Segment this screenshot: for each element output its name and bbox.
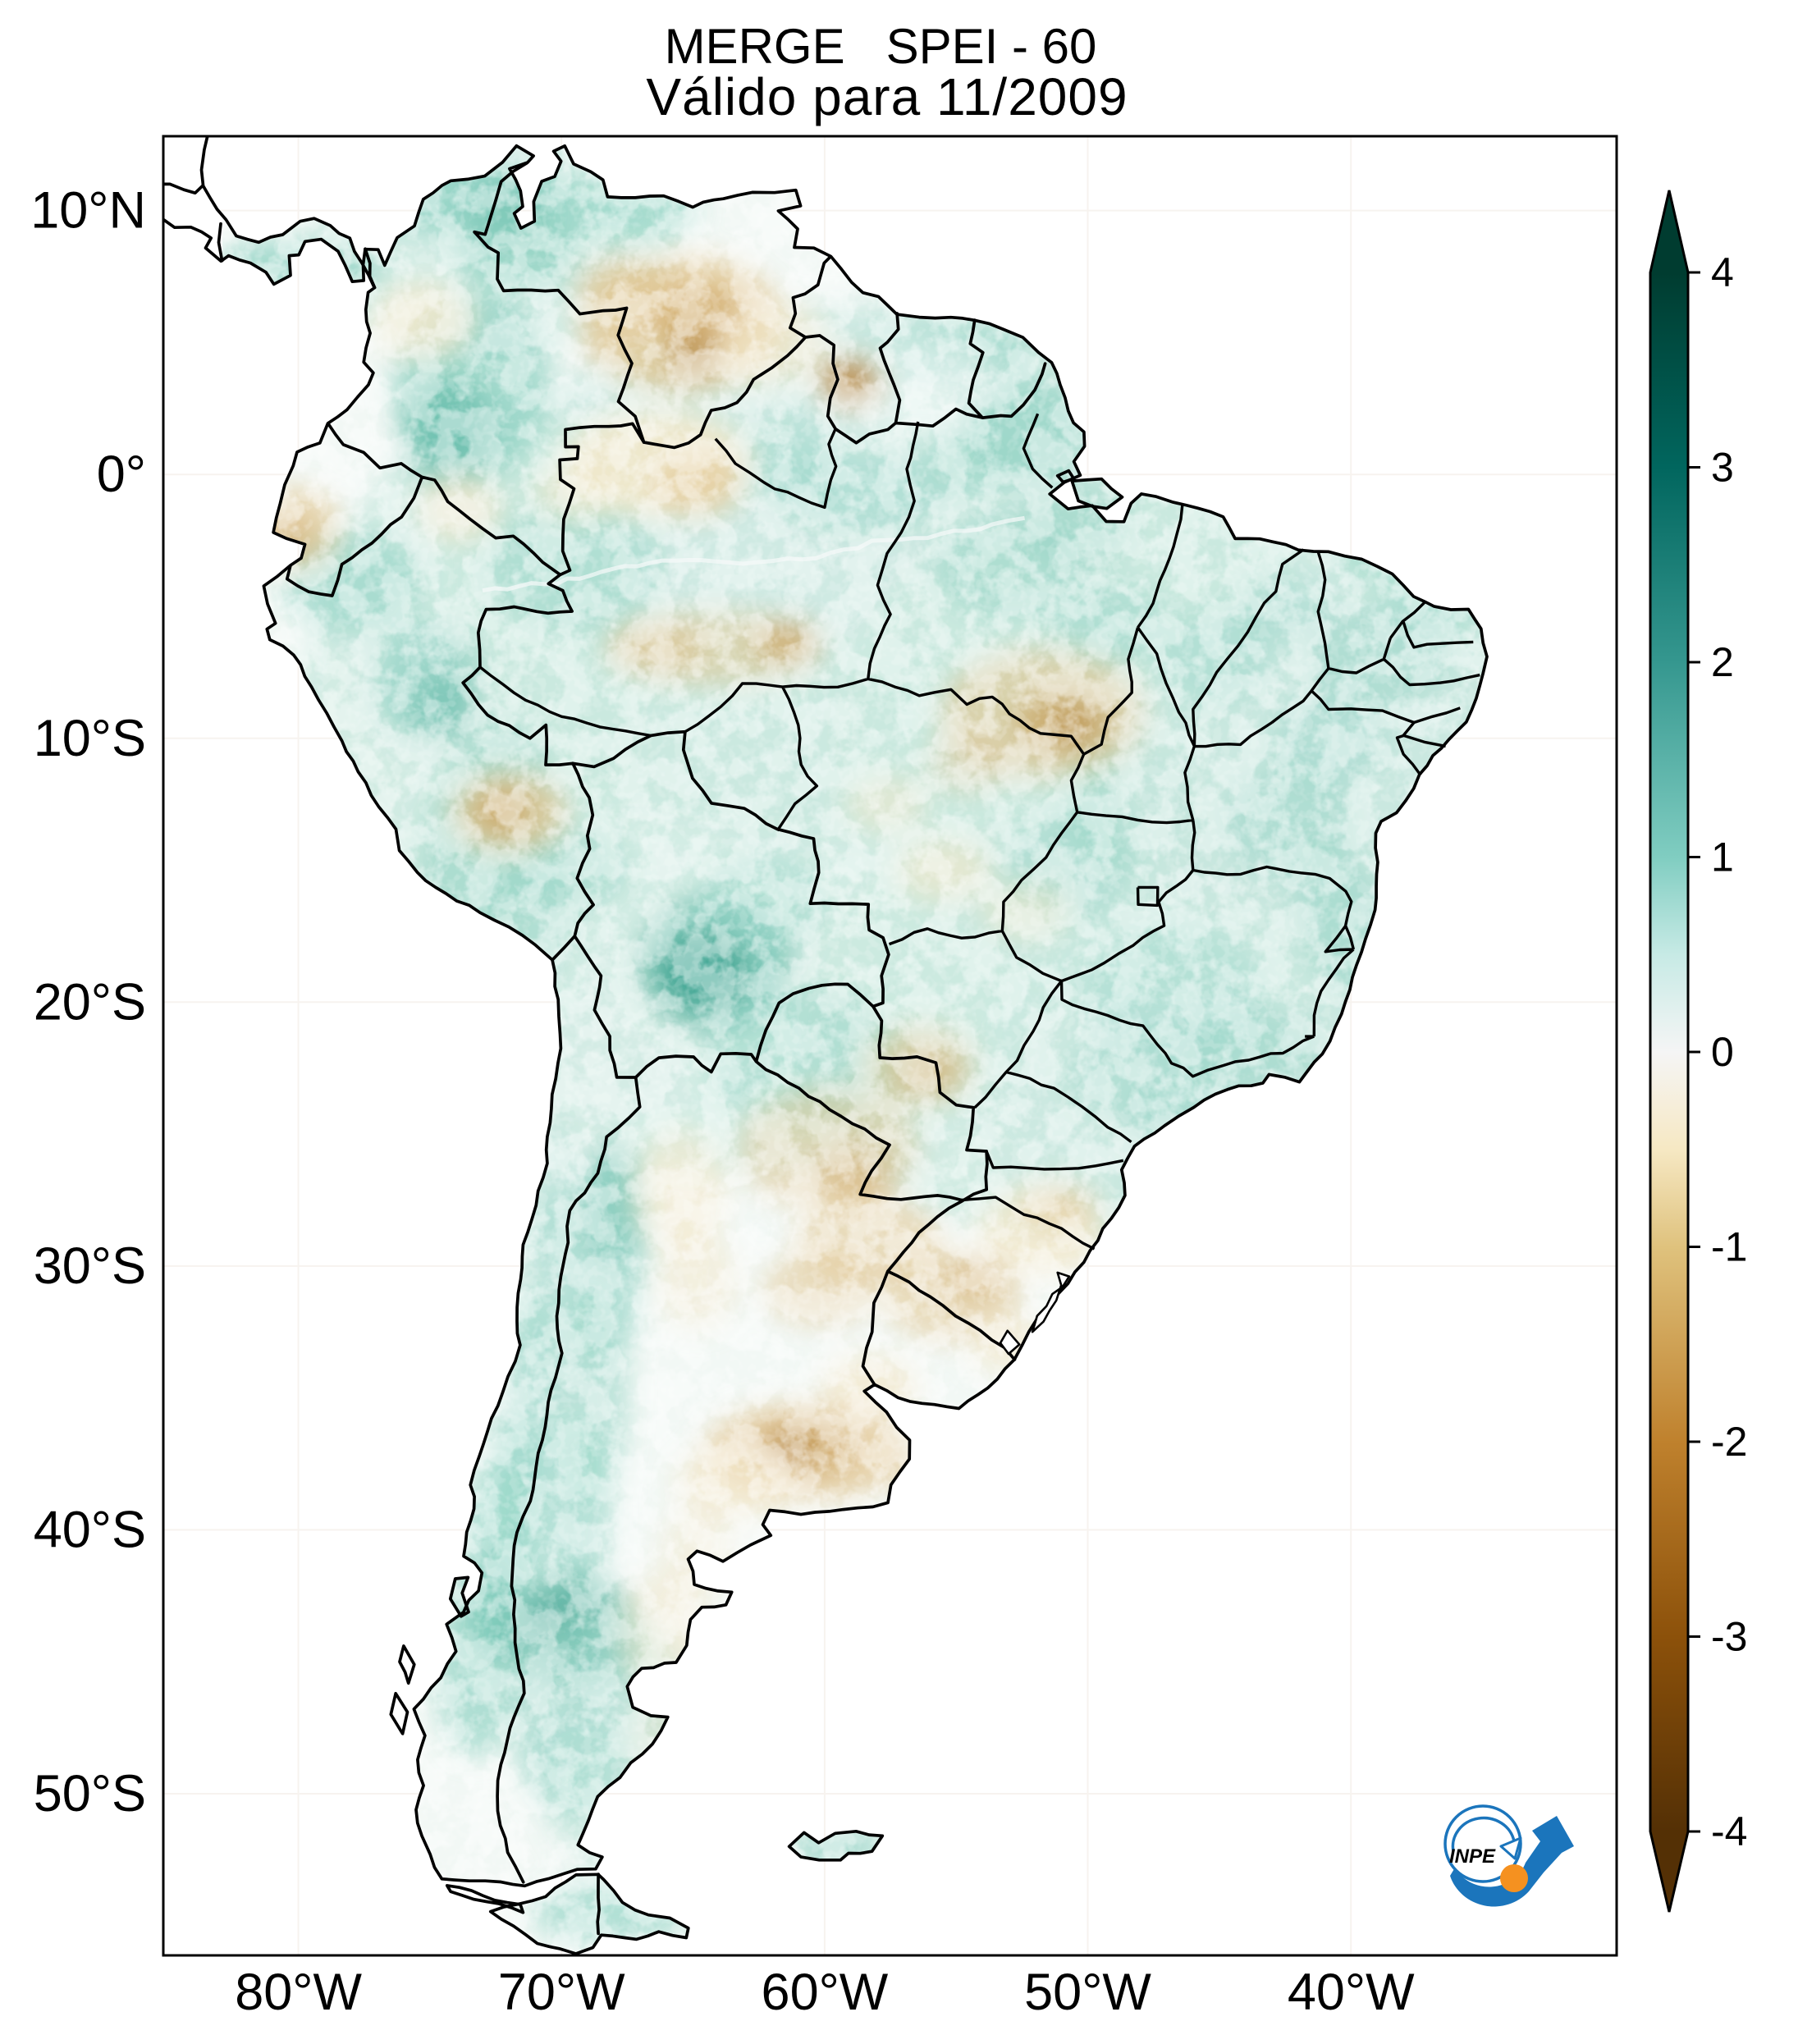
svg-text:INPE: INPE xyxy=(1449,1845,1496,1868)
svg-text:10°N: 10°N xyxy=(30,182,146,240)
svg-text:MERGE SPEI - 60: MERGE SPEI - 60 xyxy=(665,19,1097,74)
svg-text:30°S: 30°S xyxy=(34,1237,146,1295)
svg-text:-1: -1 xyxy=(1711,1224,1747,1270)
svg-text:10°S: 10°S xyxy=(34,710,146,767)
svg-text:1: 1 xyxy=(1711,835,1734,880)
svg-text:-3: -3 xyxy=(1711,1614,1747,1660)
svg-text:20°S: 20°S xyxy=(34,973,146,1031)
svg-text:40°S: 40°S xyxy=(34,1501,146,1558)
svg-text:60°W: 60°W xyxy=(762,1964,889,2021)
svg-text:50°W: 50°W xyxy=(1024,1964,1151,2021)
svg-text:-4: -4 xyxy=(1711,1809,1747,1854)
svg-text:40°W: 40°W xyxy=(1288,1964,1415,2021)
svg-text:Válido para 11/2009: Válido para 11/2009 xyxy=(646,67,1128,126)
svg-text:50°S: 50°S xyxy=(34,1765,146,1822)
svg-text:70°W: 70°W xyxy=(498,1964,625,2021)
svg-text:-2: -2 xyxy=(1711,1419,1747,1465)
svg-text:0°: 0° xyxy=(97,446,146,503)
svg-text:2: 2 xyxy=(1711,639,1734,685)
svg-text:4: 4 xyxy=(1711,249,1734,295)
svg-text:0: 0 xyxy=(1711,1029,1734,1075)
svg-text:80°W: 80°W xyxy=(235,1964,362,2021)
svg-text:3: 3 xyxy=(1711,445,1734,491)
